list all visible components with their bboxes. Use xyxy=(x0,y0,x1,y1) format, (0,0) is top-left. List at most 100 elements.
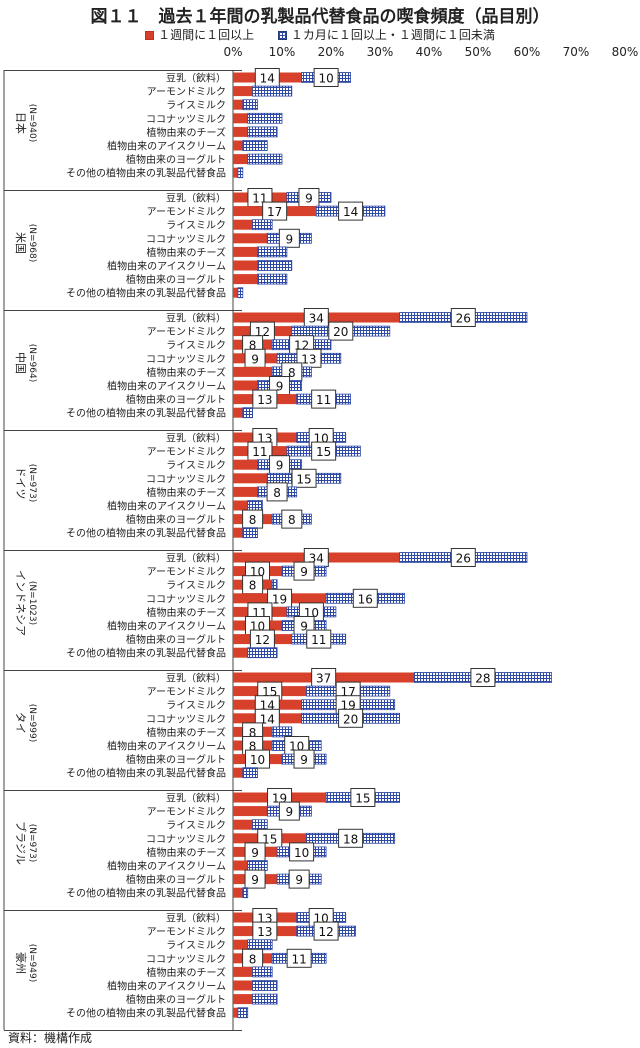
bar-monthly xyxy=(252,980,278,991)
bar-monthly xyxy=(257,260,293,271)
category-label: 植物由来のヨーグルト xyxy=(126,873,226,886)
bar-monthly xyxy=(252,85,293,97)
category-label: ココナッツミルク xyxy=(146,593,226,605)
bar-monthly xyxy=(237,1007,249,1019)
data-label-weekly: 13 xyxy=(257,925,272,939)
category-label: 植物由来のチーズ xyxy=(147,126,227,139)
category-label: 植物由来のヨーグルト xyxy=(126,753,226,766)
category-label: ココナッツミルク xyxy=(146,713,226,725)
data-label-monthly: 11 xyxy=(316,393,331,407)
bar-weekly xyxy=(233,980,253,991)
legend-swatch-monthly xyxy=(277,31,287,40)
data-label-monthly: 20 xyxy=(333,325,348,339)
bar-monthly xyxy=(247,500,263,511)
data-label-weekly: 12 xyxy=(255,633,270,647)
bar-monthly xyxy=(242,407,254,419)
group-country-label: タイ xyxy=(14,712,27,734)
data-label-monthly: 9 xyxy=(305,192,313,206)
data-label-monthly: 9 xyxy=(286,805,294,819)
data-label-monthly: 16 xyxy=(358,592,373,606)
category-label: ライスミルク xyxy=(166,220,226,232)
bar-monthly xyxy=(242,99,258,111)
data-label-monthly: 9 xyxy=(276,459,284,473)
category-label: 植物由来のアイスクリーム xyxy=(107,380,226,393)
bar-monthly xyxy=(247,126,278,138)
bar-weekly xyxy=(233,140,243,151)
bar-weekly xyxy=(233,500,248,511)
group-country-label: 米国 xyxy=(14,232,27,254)
data-label-monthly-box xyxy=(470,668,496,687)
bar-weekly xyxy=(233,767,243,778)
data-label-monthly: 20 xyxy=(343,712,358,726)
bar-weekly xyxy=(233,366,273,377)
data-label-weekly-box xyxy=(244,869,266,889)
bar-weekly xyxy=(233,939,248,950)
data-label-weekly: 9 xyxy=(251,846,259,860)
data-label-monthly: 9 xyxy=(300,753,308,767)
legend-swatch-weekly xyxy=(145,31,155,40)
category-label: 豆乳（飲料） xyxy=(166,312,226,325)
bar-monthly xyxy=(242,767,258,779)
category-label: 植物由来のヨーグルト xyxy=(126,993,226,1006)
category-label: 植物由来のヨーグルト xyxy=(126,633,226,646)
bar-weekly xyxy=(233,647,248,658)
category-label: 植物由来のヨーグルト xyxy=(126,153,226,166)
bar-weekly xyxy=(233,966,253,977)
bar-weekly xyxy=(233,1007,238,1018)
bar-monthly xyxy=(247,860,268,871)
data-label-weekly: 8 xyxy=(249,579,257,593)
bar-monthly xyxy=(257,273,288,285)
bar-weekly xyxy=(233,86,253,97)
group-n-label: (N=999) xyxy=(27,704,37,742)
data-label-weekly: 8 xyxy=(249,726,257,740)
data-label-monthly-box xyxy=(328,321,354,341)
group-n-label: (N=973) xyxy=(27,824,37,862)
bar-monthly xyxy=(271,579,278,591)
x-tick-label: 70% xyxy=(563,45,590,59)
bar-monthly xyxy=(247,112,283,124)
bar-weekly xyxy=(233,486,258,497)
category-label: 植物由来のチーズ xyxy=(147,366,227,379)
category-label: ココナッツミルク xyxy=(146,113,226,125)
bar-monthly xyxy=(247,153,283,165)
category-label: 植物由来のアイスクリーム xyxy=(107,260,226,273)
data-label-monthly: 9 xyxy=(300,620,308,634)
x-tick-label: 80% xyxy=(612,45,639,59)
bar-weekly xyxy=(233,233,268,244)
category-label: 植物由来のアイスクリーム xyxy=(107,620,226,633)
data-label-monthly-box xyxy=(291,468,317,488)
group-country-label: 中国 xyxy=(14,352,27,374)
category-label: ライスミルク xyxy=(166,340,226,352)
data-label-monthly: 11 xyxy=(292,952,307,966)
data-label-weekly: 8 xyxy=(249,513,257,527)
data-label-monthly-box xyxy=(313,68,339,87)
data-label-monthly: 15 xyxy=(316,445,331,459)
bar-monthly xyxy=(257,246,288,258)
category-label: 豆乳（飲料） xyxy=(166,72,226,85)
category-label: ライスミルク xyxy=(166,580,226,592)
category-label: 豆乳（飲料） xyxy=(166,912,226,925)
bar-weekly xyxy=(233,287,238,298)
data-label-weekly: 8 xyxy=(249,740,257,754)
data-label-weekly: 10 xyxy=(250,753,265,767)
bar-weekly xyxy=(233,126,248,137)
bar-weekly xyxy=(233,473,268,484)
data-label-monthly-box xyxy=(281,509,303,529)
group-n-label: (N=1023) xyxy=(27,581,37,625)
data-label-monthly: 10 xyxy=(318,72,333,86)
x-tick-label: 40% xyxy=(416,45,443,59)
data-label-weekly: 8 xyxy=(249,952,257,966)
data-label-monthly: 11 xyxy=(311,633,326,647)
data-label-monthly-box xyxy=(313,921,339,941)
bar-weekly xyxy=(233,99,243,110)
category-label: アーモンドミルク xyxy=(147,206,226,218)
category-label: その他の植物由来の乳製品代替食品 xyxy=(66,1007,226,1020)
bar-weekly xyxy=(233,860,248,871)
data-label-monthly: 9 xyxy=(286,232,294,246)
category-label: ライスミルク xyxy=(166,460,226,472)
group-n-label: (N=949) xyxy=(27,944,37,982)
data-label-monthly: 13 xyxy=(301,352,316,366)
group-country-label: 豪州 xyxy=(14,952,28,974)
category-label: アーモンドミルク xyxy=(147,806,226,818)
bar-weekly xyxy=(233,154,248,165)
